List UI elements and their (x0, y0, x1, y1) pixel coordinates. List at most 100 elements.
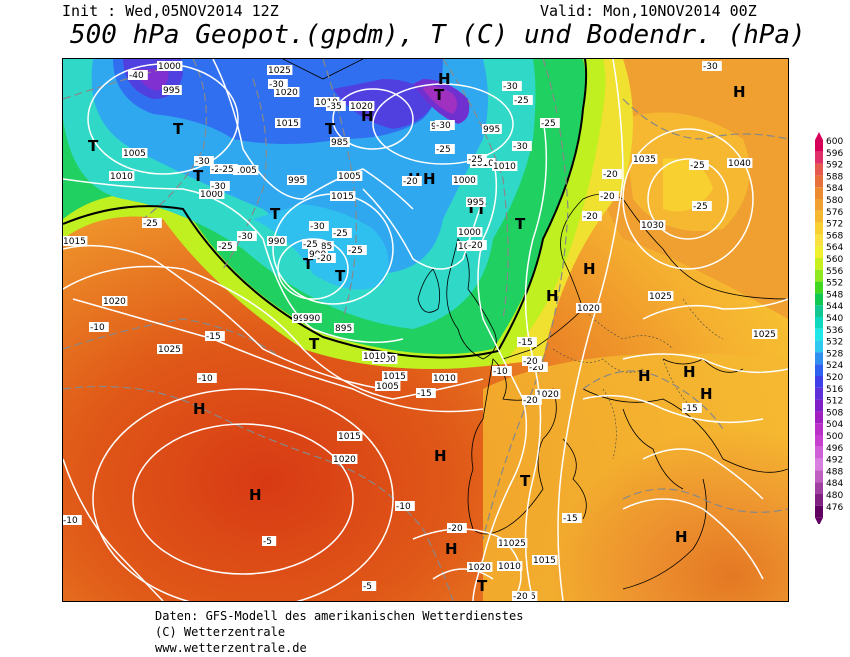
weather-map: TTTTTTTTHHHHHHHTTTTHHHHHHHTHT 1000 995 102… (62, 58, 789, 602)
legend-swatch (815, 258, 823, 270)
pressure-value: 1010 (110, 172, 133, 182)
pressure-label-bg (632, 154, 658, 164)
pressure-label-bg (334, 323, 354, 333)
pressure-label-bg (314, 241, 334, 251)
legend-arrow-bottom (815, 517, 823, 526)
legend-value: 580 (826, 196, 843, 206)
temperature-label-bg (522, 356, 542, 366)
pressure-label-bg (109, 171, 135, 181)
legend-swatch (815, 246, 823, 258)
temperature-value: -10 (90, 323, 105, 333)
pressure-label-bg (162, 85, 182, 95)
pressure-label-bg (432, 373, 458, 383)
temperature-label-bg (197, 373, 217, 383)
legend-swatch (815, 352, 823, 365)
temperature-value: -30 (703, 62, 718, 72)
pressure-system-label: H (546, 287, 559, 305)
temperature-value: -20 (448, 524, 463, 534)
pressure-value: 1015 (338, 432, 361, 442)
pressure-system-label: H (438, 70, 451, 88)
pressure-system-label: T (303, 255, 314, 273)
pressure-value: 1000 (458, 228, 481, 238)
legend-swatch (815, 269, 823, 282)
legend-swatch (815, 399, 823, 412)
pressure-label-bg (233, 165, 259, 175)
temperature-label-bg (237, 231, 257, 241)
pressure-system-label: T (173, 120, 184, 138)
legend-value: 600 (826, 137, 843, 147)
pressure-system-label: H (583, 260, 596, 278)
legend-swatch (815, 163, 823, 176)
temperature-value: -20 (523, 396, 538, 406)
temperature-value: -15 (563, 514, 578, 524)
temperature-label-bg (702, 61, 722, 71)
legend-value: 556 (826, 267, 843, 277)
temperature-value: -20 (529, 363, 544, 373)
website-link[interactable]: www.wetterzentrale.de (155, 641, 307, 655)
legend-value: 532 (826, 338, 843, 348)
temperature-label-bg (512, 141, 532, 151)
pressure-system-label: T (466, 199, 477, 217)
temperature-value: -30 (195, 157, 210, 167)
legend-swatch (815, 175, 823, 188)
temperature-label-bg (582, 211, 602, 221)
legend-value: 488 (826, 467, 843, 477)
temperature-value: -15 (518, 338, 533, 348)
pressure-system-label: H (700, 385, 713, 403)
legend-value: 560 (826, 255, 843, 265)
temperature-label-bg (205, 331, 225, 341)
temperature-value: -20 (600, 192, 615, 202)
legend-swatch (815, 376, 823, 388)
pressure-value: 990 (303, 314, 320, 324)
legend-swatch (815, 328, 823, 341)
temperature-field (63, 59, 788, 601)
pressure-value: 995 (467, 198, 484, 208)
temperature-label-bg (262, 536, 277, 546)
temperature-value: -20 (317, 254, 332, 264)
pressure-label-bg (497, 561, 523, 571)
temperature-label-bg (326, 101, 346, 111)
pressure-label-bg (648, 291, 674, 301)
legend-swatch (815, 458, 823, 471)
legend-swatch (815, 151, 823, 164)
pressure-value: 1010 (493, 162, 516, 172)
legend-swatch (815, 364, 823, 376)
pressure-system-label: H (638, 367, 651, 385)
legend-value: 476 (826, 503, 843, 513)
temperature-label-bg (362, 581, 377, 591)
pressure-system-label: T (477, 577, 488, 595)
temperature-label-bg (435, 144, 455, 154)
pressure-value: 985 (331, 138, 348, 148)
temperature-value: -25 (693, 202, 708, 212)
pressure-label-bg (330, 191, 356, 201)
pressure-value: 1020 (350, 102, 373, 112)
pressure-system-label: T (193, 167, 204, 185)
temperature-value: -30 (211, 182, 226, 192)
pressure-system-label: H (423, 170, 436, 188)
pressure-value: 1025 (158, 345, 181, 355)
pressure-label-bg (337, 171, 363, 181)
pressure-value: 1025 (503, 539, 526, 549)
chart-title: 500 hPa Geopot.(gpdm), T (C) und Bodendr… (70, 20, 806, 50)
temperature-isotherms (63, 59, 788, 601)
legend-arrow-top (815, 132, 823, 140)
temperature-value: -5 (363, 582, 372, 592)
pressure-label-bg (452, 175, 478, 185)
legend-swatch (815, 234, 823, 247)
legend-value: 480 (826, 491, 843, 501)
pressure-label-bg (302, 313, 322, 323)
legend-value: 504 (826, 420, 843, 430)
temperature-value: -25 (541, 119, 556, 129)
pressure-label-bg (122, 148, 148, 158)
pressure-label-bg (292, 313, 312, 323)
legend-value: 584 (826, 184, 843, 194)
temperature-value: -15 (206, 332, 221, 342)
pressure-system-label: T (270, 205, 281, 223)
pressure-label-bg (275, 118, 301, 128)
pressure-label-bg (375, 381, 401, 391)
temperature-value: -25 (690, 161, 705, 171)
pressure-value: 990 (268, 237, 285, 247)
pressure-value: 1015 (383, 372, 406, 382)
temperature-label-bg (128, 70, 148, 80)
geopotential-552-line (63, 59, 588, 359)
